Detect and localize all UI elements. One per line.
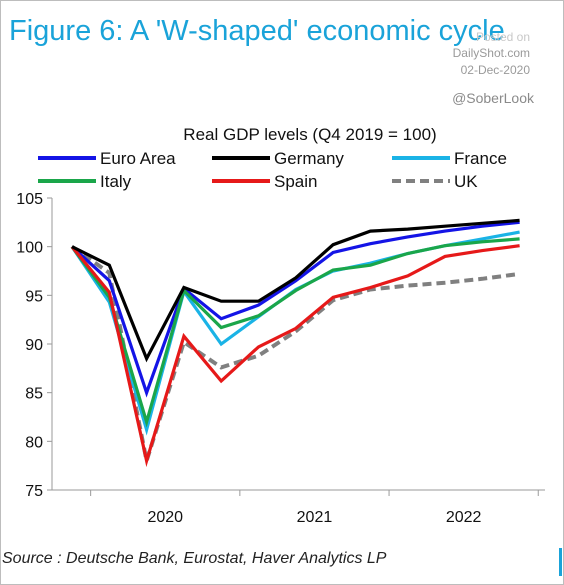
chart-legend: Euro Area Germany France Italy Spain UK: [38, 149, 507, 191]
series-line-italy: [70, 237, 520, 428]
x-tick-label: 2020: [147, 509, 183, 526]
watermark-site: DailyShot.com: [452, 46, 530, 60]
chart-axes: 75 80 85 90 95 100 105 2020 2021 2022: [16, 191, 545, 526]
series-line-germany: [71, 218, 520, 363]
legend-label: UK: [454, 172, 478, 191]
accent-bar: [559, 548, 562, 576]
source-note: Source : Deutsche Bank, Eurostat, Haver …: [2, 550, 387, 567]
chart-title: Real GDP levels (Q4 2019 = 100): [183, 125, 436, 144]
watermark-posted: Posted on: [475, 30, 530, 44]
y-tick-label: 75: [25, 483, 43, 500]
legend-label: Italy: [100, 172, 132, 191]
legend-label: Spain: [274, 172, 317, 191]
y-tick-label: 105: [16, 191, 43, 208]
series-line-euro-area: [70, 220, 520, 398]
legend-label: France: [454, 149, 507, 168]
x-tick-label: 2021: [297, 509, 333, 526]
series-line-uk: [70, 245, 520, 462]
y-tick-label: 85: [25, 386, 43, 403]
watermark-handle: @SoberLook: [452, 90, 534, 106]
watermark-date: 02-Dec-2020: [460, 63, 530, 77]
series-line-spain: [70, 244, 520, 468]
x-tick-label: 2022: [446, 509, 482, 526]
chart-series: [70, 218, 520, 468]
y-tick-label: 90: [25, 337, 43, 354]
y-tick-label: 80: [25, 434, 43, 451]
y-tick-label: 100: [16, 240, 43, 257]
y-tick-label: 95: [25, 288, 43, 305]
legend-label: Germany: [274, 149, 344, 168]
legend-label: Euro Area: [100, 149, 176, 168]
figure-title: Figure 6: A 'W-shaped' economic cycle: [9, 15, 505, 47]
